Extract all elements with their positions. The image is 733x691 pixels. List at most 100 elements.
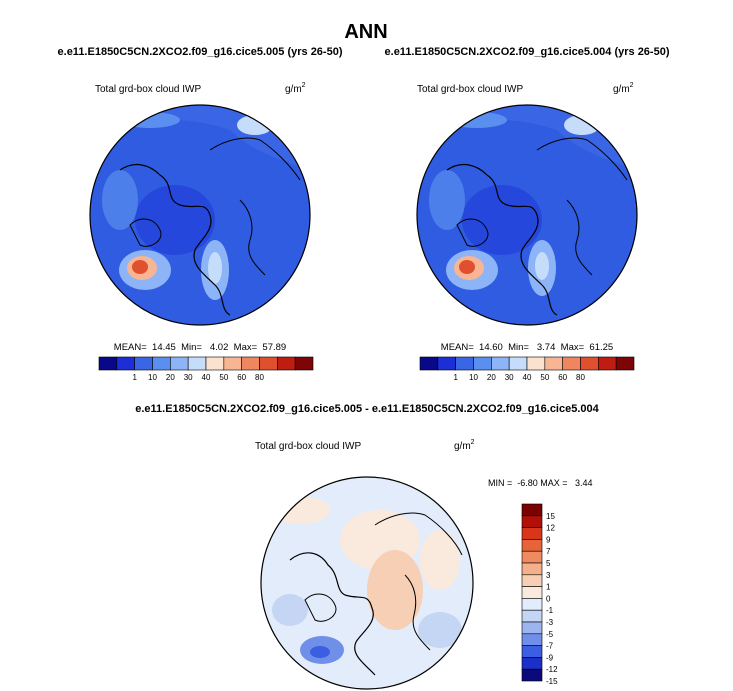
panel-c-colorbar-box xyxy=(521,657,543,670)
panel-a-case-title: e.e11.E1850C5CN.2XCO2.f09_g16.cice5.005 … xyxy=(58,46,343,58)
panel-b-band-west xyxy=(429,170,465,230)
panel-c-colorbar-box xyxy=(521,586,543,599)
panel-b-border xyxy=(416,104,638,326)
panel-a-colorbar-box xyxy=(134,356,153,371)
panel-c-colorbar-label: -3 xyxy=(546,618,554,627)
panel-c-colorbar-label: -1 xyxy=(546,606,554,615)
panel-b-colorbar: 1 10 20 30 40 50 60 80 xyxy=(419,356,635,382)
panel-c-colorbar-box xyxy=(521,562,543,576)
panel-b-colorbar-label: 10 xyxy=(469,373,478,382)
panel-b-colorbar-box xyxy=(491,356,510,371)
panel-c-colorbar: 15 12 9 7 5 3 1 0 -1 -3 -5 -7 -9 -12 -15 xyxy=(521,503,558,686)
panel-b-colorbar-box xyxy=(544,356,563,371)
panel-c-colorbar-box xyxy=(521,527,543,540)
panel-a-band-west xyxy=(102,170,138,230)
panel-c-colorbar-box xyxy=(521,621,543,635)
panel-a-high-npac xyxy=(237,115,273,135)
panel-b-high-npac xyxy=(564,115,600,135)
panel-a-band-north xyxy=(120,112,180,128)
panel-b-colorbar-box xyxy=(508,356,528,371)
panel-b-colorbar-label: 80 xyxy=(576,373,585,382)
panel-b-high-atl-core xyxy=(535,252,549,280)
panel-c-map xyxy=(261,477,473,689)
panel-b-colorbar-box xyxy=(598,356,617,371)
panel-c-colorbar-box xyxy=(521,645,543,658)
panel-b: e.e11.E1850C5CN.2XCO2.f09_g16.cice5.004 … xyxy=(385,46,670,382)
panel-a-stats: MEAN= 14.45 Min= 4.02 Max= 57.89 xyxy=(114,342,286,353)
panel-b-colorbar-box xyxy=(437,356,456,371)
panel-c-colorbar-label: 0 xyxy=(546,594,551,603)
panel-c-neg-core xyxy=(310,646,330,658)
panel-b-colorbar-box xyxy=(615,356,635,371)
panel-a-colorbar-label: 1 xyxy=(132,373,137,382)
panel-a-coastline-east xyxy=(209,137,301,276)
panel-c-colorbar-label: 15 xyxy=(546,512,555,521)
panel-c-border xyxy=(260,476,474,690)
panel-a-colorbar-box xyxy=(294,356,314,371)
panel-a-colorbar-label: 60 xyxy=(237,373,246,382)
panel-a-colorbar-box xyxy=(205,356,225,371)
panel-b-variable: Total grd-box cloud IWP xyxy=(417,84,523,95)
panel-a-colorbar-box xyxy=(277,356,296,371)
panel-a-map xyxy=(90,105,310,325)
panel-c-neg-se xyxy=(418,612,462,648)
panel-c-colorbar-box xyxy=(521,609,543,623)
panel-c-colorbar-box xyxy=(521,574,543,587)
panel-a-island xyxy=(129,218,162,247)
panel-c-island xyxy=(304,593,337,622)
panel-b-map xyxy=(417,105,637,325)
panel-b-colorbar-label: 1 xyxy=(453,373,458,382)
panel-c-colorbar-box xyxy=(521,550,543,564)
panel-c-colorbar-label: 1 xyxy=(546,583,551,592)
panel-c-colorbar-box xyxy=(521,539,543,552)
main-title: ANN xyxy=(344,21,387,43)
panel-c: e.e11.E1850C5CN.2XCO2.f09_g16.cice5.005 … xyxy=(135,403,600,690)
panel-b-coastline-east xyxy=(536,137,628,276)
panel-a-variable: Total grd-box cloud IWP xyxy=(95,84,201,95)
panel-c-pos-east xyxy=(420,530,460,590)
panel-b-colorbar-box xyxy=(419,356,439,371)
panel-c-colorbar-label: -12 xyxy=(546,665,558,674)
panel-a-coastline xyxy=(119,163,231,316)
panel-b-coastline xyxy=(446,163,558,316)
panel-a-colorbar: 1 10 20 30 40 50 60 80 xyxy=(98,356,314,382)
panel-a: e.e11.E1850C5CN.2XCO2.f09_g16.cice5.005 … xyxy=(58,46,343,382)
panel-b-colorbar-label: 60 xyxy=(558,373,567,382)
panel-a-colorbar-box xyxy=(259,356,278,371)
panel-b-low-arctic xyxy=(462,185,542,255)
panel-c-colorbar-box xyxy=(521,668,543,682)
panel-c-variable: Total grd-box cloud IWP xyxy=(255,441,361,452)
panel-c-case-title: e.e11.E1850C5CN.2XCO2.f09_g16.cice5.005 … xyxy=(135,403,599,415)
panel-c-colorbar-label: -5 xyxy=(546,630,554,639)
panel-b-colorbar-label: 50 xyxy=(540,373,549,382)
panel-c-colorbar-box xyxy=(521,503,543,517)
panel-a-high-atl-core xyxy=(208,252,222,284)
panel-a-storm-core xyxy=(132,260,148,274)
panel-c-colorbar-box xyxy=(521,598,543,611)
panel-b-colorbar-box xyxy=(473,356,492,371)
panel-b-colorbar-label: 30 xyxy=(505,373,514,382)
panel-c-colorbar-box xyxy=(521,515,543,528)
panel-a-colorbar-label: 80 xyxy=(255,373,264,382)
panel-b-colorbar-label: 20 xyxy=(487,373,496,382)
panel-a-colorbar-box xyxy=(187,356,207,371)
panel-a-colorbar-label: 10 xyxy=(148,373,157,382)
panel-b-units: g/m2 xyxy=(613,82,634,95)
panel-b-colorbar-box xyxy=(562,356,581,371)
panel-a-colorbar-label: 50 xyxy=(219,373,228,382)
panel-c-colorbar-label: 7 xyxy=(546,547,551,556)
panel-a-colorbar-box xyxy=(152,356,171,371)
panel-c-colorbar-label: -15 xyxy=(546,677,558,686)
panel-c-colorbar-label: 12 xyxy=(546,524,555,533)
panel-b-colorbar-box xyxy=(526,356,546,371)
panel-a-units: g/m2 xyxy=(285,82,306,95)
panel-a-colorbar-box xyxy=(116,356,135,371)
panel-c-units: g/m2 xyxy=(454,439,475,452)
panel-c-coastline xyxy=(289,552,376,676)
panel-c-colorbar-label: 5 xyxy=(546,559,551,568)
panel-b-colorbar-label: 40 xyxy=(523,373,532,382)
panel-c-colorbar-box xyxy=(521,633,543,646)
panel-c-neg-west xyxy=(272,594,308,626)
panel-b-band-north xyxy=(447,112,507,128)
panel-c-stats: MIN = -6.80 MAX = 3.44 xyxy=(488,478,593,488)
